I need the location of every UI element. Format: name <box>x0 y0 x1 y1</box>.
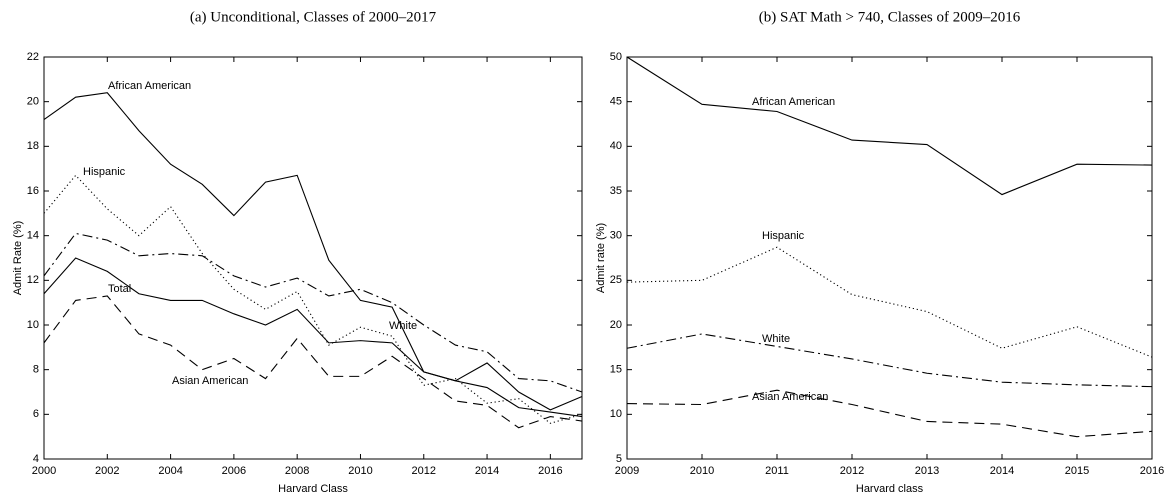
y-tick-label: 14 <box>27 230 39 242</box>
x-tick-label: 2006 <box>222 465 246 477</box>
series-label: Asian American <box>752 391 828 403</box>
series-line <box>626 389 1153 438</box>
series-line <box>43 174 583 424</box>
x-tick-label: 2000 <box>32 465 56 477</box>
x-tick-label: 2009 <box>615 465 639 477</box>
y-tick-label: 40 <box>610 140 622 152</box>
y-tick-label: 20 <box>27 96 39 108</box>
x-tick-label: 2016 <box>538 465 562 477</box>
chart-title: (a) Unconditional, Classes of 2000–2017 <box>190 9 437 25</box>
y-tick-label: 10 <box>610 408 622 420</box>
y-tick-label: 8 <box>33 364 39 376</box>
y-tick-label: 25 <box>610 274 622 286</box>
x-tick-label: 2012 <box>840 465 864 477</box>
series-line <box>626 246 1153 358</box>
series-label: Hispanic <box>83 166 126 178</box>
plot-frame <box>43 56 583 460</box>
series-label: White <box>762 333 790 345</box>
y-tick-label: 18 <box>27 140 39 152</box>
y-tick-label: 22 <box>27 51 39 63</box>
x-axis-label: Harvard Class <box>278 483 348 495</box>
y-tick-label: 35 <box>610 185 622 197</box>
y-axis-label: Admit rate (%) <box>595 223 607 293</box>
y-tick-label: 45 <box>610 96 622 108</box>
chart-title: (b) SAT Math > 740, Classes of 2009–2016 <box>759 9 1021 25</box>
y-tick-label: 50 <box>610 51 622 63</box>
series-line <box>43 232 583 393</box>
series-label: White <box>389 320 417 332</box>
series-label: Total <box>108 283 131 295</box>
x-tick-label: 2016 <box>1140 465 1164 477</box>
series-line <box>43 92 583 411</box>
series-label: Asian American <box>172 375 248 387</box>
x-tick-label: 2008 <box>285 465 309 477</box>
plot-frame <box>626 56 1153 460</box>
series-label: African American <box>752 96 835 108</box>
series-line <box>626 333 1153 388</box>
y-tick-label: 6 <box>33 408 39 420</box>
y-tick-label: 12 <box>27 274 39 286</box>
x-tick-label: 2013 <box>915 465 939 477</box>
series-line <box>43 295 583 429</box>
y-tick-label: 5 <box>616 453 622 465</box>
y-tick-label: 10 <box>27 319 39 331</box>
x-tick-label: 2010 <box>690 465 714 477</box>
x-tick-label: 2014 <box>475 465 499 477</box>
y-tick-label: 20 <box>610 319 622 331</box>
x-tick-label: 2011 <box>765 465 789 477</box>
x-tick-label: 2004 <box>158 465 182 477</box>
x-tick-label: 2015 <box>1065 465 1089 477</box>
series-label: Hispanic <box>762 230 805 242</box>
x-tick-label: 2002 <box>95 465 119 477</box>
x-tick-label: 2010 <box>348 465 372 477</box>
y-tick-label: 30 <box>610 230 622 242</box>
x-tick-label: 2012 <box>412 465 436 477</box>
series-line <box>626 56 1153 196</box>
series-label: African American <box>108 80 191 92</box>
y-tick-label: 15 <box>610 364 622 376</box>
y-tick-label: 4 <box>33 453 39 465</box>
series-line <box>43 257 583 418</box>
y-tick-label: 16 <box>27 185 39 197</box>
x-tick-label: 2014 <box>990 465 1014 477</box>
y-axis-label: Admit Rate (%) <box>12 221 24 296</box>
x-axis-label: Harvard class <box>856 483 924 495</box>
